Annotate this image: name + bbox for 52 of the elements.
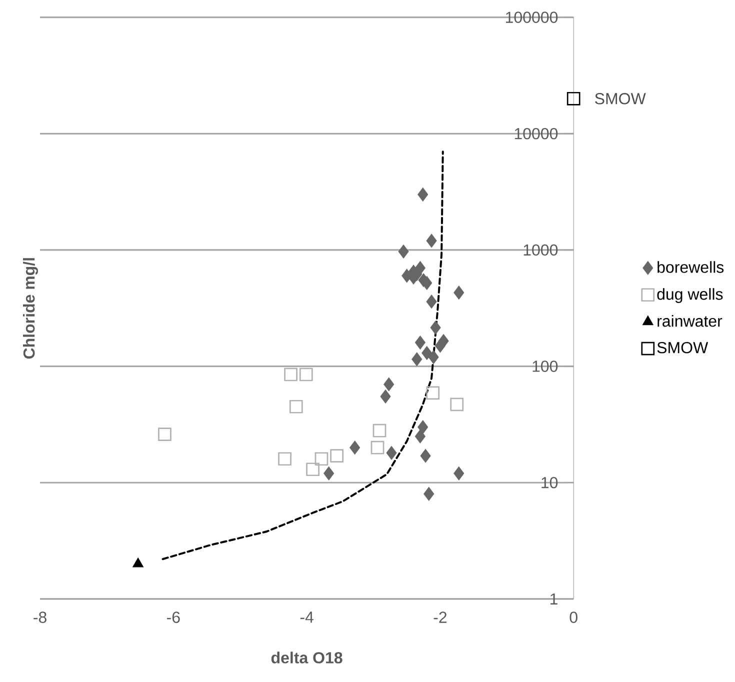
point: [330, 449, 344, 463]
point: [350, 440, 360, 455]
point: [324, 466, 334, 481]
point: [426, 386, 440, 400]
x-tick-label: -6: [167, 612, 180, 624]
legend-label: borewells: [658, 261, 724, 274]
x-axis-title: delta O18: [271, 652, 342, 664]
point: [424, 487, 434, 501]
point: [438, 334, 449, 348]
point: [386, 446, 397, 460]
point: [370, 441, 384, 454]
x-tick-label: 0: [570, 612, 578, 624]
point: [420, 449, 431, 463]
point: [418, 420, 428, 434]
point: [430, 320, 441, 335]
y-tick-label: 1000: [524, 244, 558, 256]
x-tick-label: -2: [434, 612, 447, 623]
point: [454, 466, 464, 481]
point: [384, 378, 394, 392]
y-tick-label: 100: [532, 360, 558, 372]
annotation: SMOW: [595, 93, 646, 104]
y-tick-label: 100000: [506, 12, 558, 24]
point: [418, 188, 428, 202]
point: [278, 452, 292, 466]
point: [450, 398, 464, 412]
point: [158, 428, 172, 442]
legend-label: dug wells: [657, 288, 723, 304]
point: [422, 346, 432, 360]
point: [299, 368, 313, 382]
point: [380, 390, 391, 404]
point: [414, 430, 426, 444]
point: [412, 352, 422, 366]
point: [306, 462, 320, 476]
point: [426, 234, 437, 248]
point: [289, 400, 303, 414]
legend-label: SMOW: [657, 342, 708, 354]
y-axis-title: Chloride mg/l: [22, 258, 38, 359]
point: [566, 92, 580, 106]
x-tick-label: -8: [34, 612, 46, 624]
point: [454, 286, 464, 300]
point: [426, 294, 437, 309]
point: [428, 350, 439, 364]
y-tick-label: 10000: [514, 128, 558, 140]
y-tick-label: 10: [542, 477, 558, 488]
point: [414, 336, 426, 350]
point: [398, 244, 409, 259]
line-series: [162, 150, 444, 560]
legend-label: rainwater: [658, 315, 722, 327]
point: [314, 452, 328, 466]
x-tick-label: -4: [300, 612, 314, 623]
point: [284, 368, 298, 382]
point: [372, 424, 386, 438]
